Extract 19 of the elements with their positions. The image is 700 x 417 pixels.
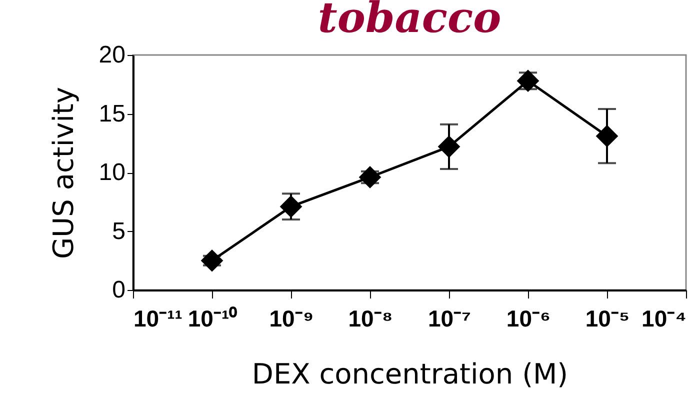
chart-title: tobacco: [318, 0, 502, 42]
x-tick-label: 10⁻⁷: [428, 306, 472, 332]
point: [358, 166, 382, 188]
x-tick-label: 10⁻¹⁰: [188, 306, 238, 332]
point: [438, 135, 460, 158]
x-tick-label: 10⁻⁴: [642, 306, 686, 332]
x-tick-label: 10⁻⁵: [585, 306, 630, 332]
point: [596, 124, 618, 148]
x-tick-label: 10⁻⁹: [269, 306, 314, 332]
y-tick-label: 0: [112, 276, 126, 304]
x-tick-label: 10⁻¹¹: [134, 306, 182, 332]
y-tick-label: 10: [98, 159, 126, 186]
x-axis-title: DEX concentration (M): [252, 358, 568, 390]
y-tick-label: 15: [98, 100, 126, 128]
y-tick-label: 20: [98, 42, 126, 68]
y-tick-label: 5: [112, 218, 126, 245]
x-tick-label: 10⁻⁸: [348, 306, 393, 332]
y-axis-title: GUS activity: [46, 86, 80, 260]
x-tick-label: 10⁻⁶: [506, 306, 551, 332]
